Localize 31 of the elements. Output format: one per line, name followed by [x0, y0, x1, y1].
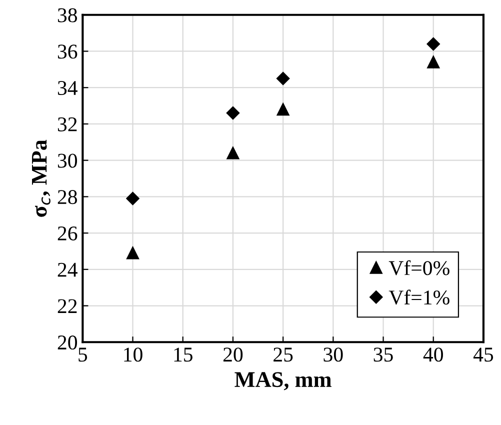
- y-tick-label: 34: [58, 81, 78, 96]
- y-axis-title: σ$_{c}$, MPa: [32, 140, 50, 217]
- y-tick-label: 32: [58, 117, 77, 132]
- x-tick-label: 15: [174, 348, 192, 362]
- point: [126, 246, 140, 260]
- y-tick-label: 24: [58, 262, 78, 277]
- x-tick-label: 30: [324, 348, 343, 362]
- x-tick-label: 5: [78, 348, 88, 362]
- point: [226, 146, 240, 160]
- point: [226, 106, 240, 120]
- y-tick-label: 20: [58, 336, 78, 350]
- y-tick-label: 30: [58, 154, 78, 168]
- y-tick-label: 22: [58, 299, 77, 313]
- y-tick-label: 38: [58, 8, 78, 22]
- x-tick-label: 35: [374, 348, 393, 362]
- legend-label: Vf=1%: [388, 290, 450, 305]
- legend-label: Vf=0%: [388, 260, 450, 276]
- x-tick-label: 40: [423, 348, 443, 362]
- point: [276, 103, 290, 116]
- point: [126, 192, 140, 206]
- y-tick-label: 28: [58, 190, 78, 204]
- point: [426, 37, 440, 51]
- point: [427, 56, 440, 68]
- x-tick-label: 10: [124, 348, 142, 362]
- y-tick-label: 36: [58, 44, 78, 59]
- y-tick-label: 26: [58, 226, 78, 240]
- x-axis-title: MAS, mm: [234, 372, 332, 390]
- x-tick-label: 45: [473, 348, 494, 362]
- x-tick-label: 20: [223, 348, 243, 362]
- point: [276, 72, 290, 86]
- x-tick-label: 25: [274, 348, 293, 362]
